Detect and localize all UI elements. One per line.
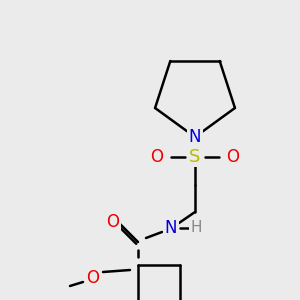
Text: S: S (189, 148, 201, 166)
Text: O: O (226, 148, 239, 166)
Text: O: O (106, 213, 119, 231)
Text: N: N (165, 219, 177, 237)
Text: O: O (151, 148, 164, 166)
Text: O: O (86, 269, 100, 287)
Text: N: N (189, 128, 201, 146)
Text: H: H (190, 220, 202, 236)
